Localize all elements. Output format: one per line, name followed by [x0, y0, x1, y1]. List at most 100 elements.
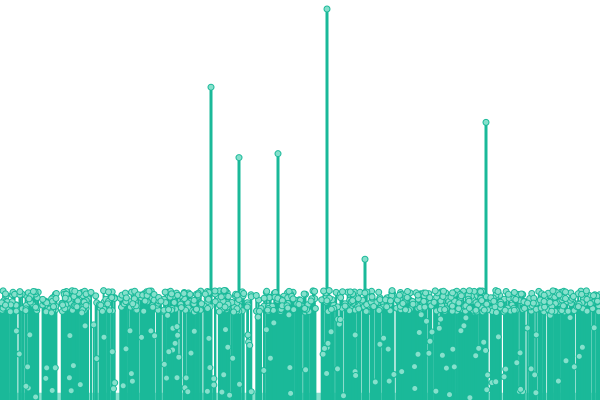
data-point [438, 351, 446, 359]
data-point [341, 302, 349, 310]
spike-point-4 [361, 255, 369, 263]
data-point [354, 295, 362, 303]
data-point [540, 298, 548, 305]
data-point [78, 309, 86, 317]
data-point [100, 333, 108, 341]
data-point [465, 297, 473, 305]
data-point [517, 290, 525, 298]
data-point [295, 301, 303, 308]
data-point [417, 311, 425, 319]
data-point [450, 363, 458, 371]
data-point [226, 391, 234, 399]
data-point [570, 363, 578, 371]
data-point [352, 372, 360, 379]
data-point [569, 293, 577, 300]
data-point [380, 334, 388, 342]
data-point [119, 382, 127, 390]
data-point [59, 301, 67, 309]
data-point [126, 327, 134, 335]
data-point [243, 303, 251, 311]
data-point [483, 386, 491, 394]
data-point [171, 339, 179, 347]
data-point [494, 288, 502, 295]
stem-layer [0, 9, 600, 400]
data-point [455, 299, 463, 307]
data-point [285, 311, 293, 319]
data-point [82, 301, 90, 309]
data-point [446, 391, 453, 399]
data-point [73, 303, 81, 311]
data-point [138, 333, 145, 341]
data-point [361, 289, 369, 297]
data-point [177, 304, 185, 312]
data-point [111, 379, 119, 387]
data-point [224, 343, 232, 351]
data-point [42, 374, 50, 382]
data-point [128, 377, 136, 385]
data-point [339, 288, 346, 296]
data-point [564, 307, 572, 315]
data-point [233, 291, 241, 299]
data-point [492, 378, 500, 386]
data-point [105, 288, 112, 296]
data-point [457, 292, 465, 300]
data-point [586, 300, 594, 308]
data-point [423, 317, 430, 325]
data-point [190, 296, 198, 304]
data-point [161, 288, 169, 296]
data-point [426, 294, 434, 302]
data-point [76, 381, 84, 389]
data-point [262, 326, 270, 334]
data-point [466, 304, 473, 312]
data-point [414, 291, 422, 299]
data-point [562, 288, 569, 296]
data-point [204, 305, 212, 312]
data-point [428, 328, 436, 336]
data-point [187, 349, 195, 357]
data-point [26, 331, 34, 339]
data-point [472, 306, 480, 314]
data-point [375, 307, 383, 314]
data-point [435, 324, 443, 332]
data-point [432, 387, 440, 395]
data-point [480, 338, 488, 346]
marker-layer [0, 5, 600, 400]
data-point [74, 297, 82, 305]
data-point [173, 374, 181, 382]
data-point [578, 343, 586, 351]
data-point [16, 288, 24, 296]
data-point [355, 305, 363, 313]
data-point [289, 295, 297, 303]
data-point [594, 297, 600, 305]
data-point [97, 301, 105, 309]
data-point [448, 302, 456, 310]
data-point [555, 291, 563, 299]
data-point [180, 290, 188, 297]
data-point [513, 359, 521, 367]
data-point [422, 289, 430, 297]
data-point [512, 296, 520, 303]
data-point [368, 293, 376, 301]
data-point [39, 295, 47, 303]
data-point [260, 367, 268, 374]
spike-point-5 [482, 118, 490, 126]
data-point [327, 305, 335, 313]
data-point [460, 322, 468, 330]
data-point [48, 387, 56, 394]
data-point [266, 354, 274, 362]
data-point [494, 333, 502, 341]
data-point [52, 295, 60, 302]
data-point [247, 388, 255, 396]
data-point [151, 332, 159, 340]
data-point [66, 332, 74, 340]
data-point [521, 304, 528, 312]
data-point [441, 306, 449, 314]
data-point [302, 366, 310, 374]
data-point [2, 301, 9, 309]
data-point [22, 307, 30, 315]
data-point [29, 288, 37, 295]
data-point [149, 303, 157, 311]
data-point [104, 300, 112, 308]
data-point [420, 297, 428, 305]
